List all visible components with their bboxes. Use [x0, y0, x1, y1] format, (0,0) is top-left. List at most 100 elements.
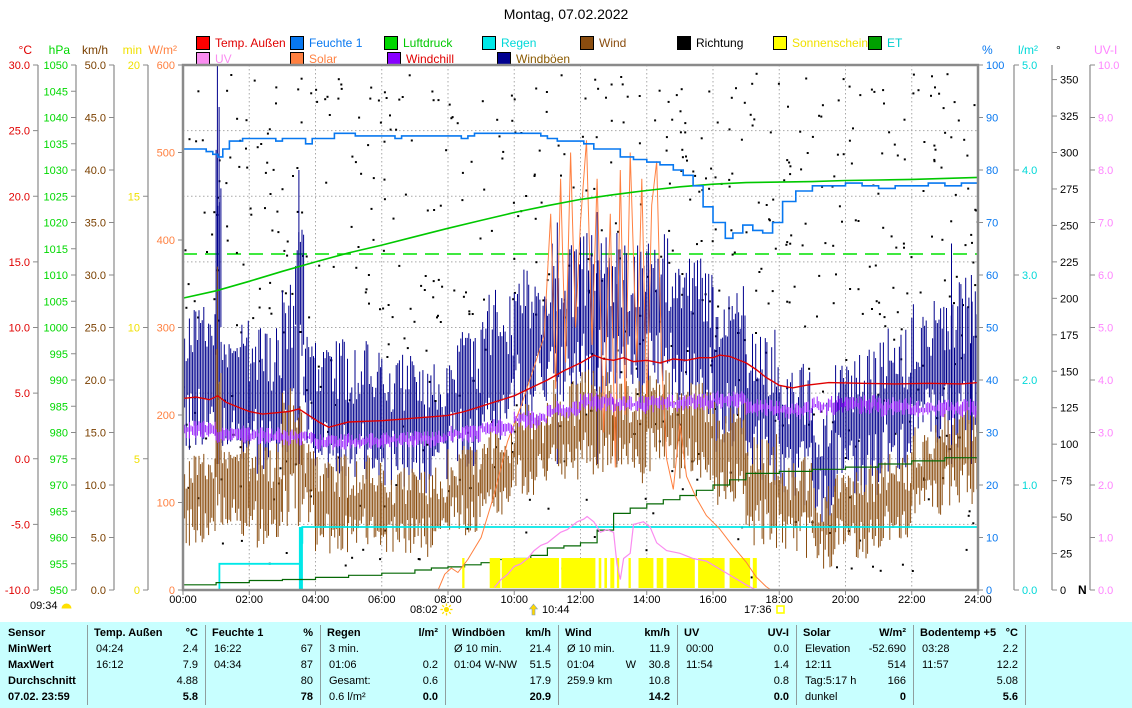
table-divider: [445, 625, 446, 705]
svg-text:960: 960: [50, 533, 68, 545]
table-cell-value: 5.8: [183, 691, 198, 703]
table-divider: [1025, 625, 1026, 705]
table-cell-value: 2.4: [183, 643, 198, 655]
svg-text:14:00: 14:00: [633, 594, 661, 606]
svg-text:200: 200: [157, 410, 175, 422]
svg-text:08:00: 08:00: [434, 594, 462, 606]
svg-text:100: 100: [1060, 439, 1078, 451]
axis-hPa: hPa9509559609659709759809859909951000100…: [44, 43, 76, 597]
svg-text:35.0: 35.0: [85, 218, 106, 230]
table-cell-value: 20.9: [530, 691, 551, 703]
table-cell-label: Ø 10 min.: [567, 643, 615, 655]
svg-text:7.0: 7.0: [1098, 218, 1113, 230]
svg-text:1035: 1035: [44, 139, 68, 151]
axis-W/m²: W/m²0100200300400500600: [148, 43, 183, 597]
svg-text:°C: °C: [19, 43, 33, 57]
svg-text:24:00: 24:00: [964, 594, 992, 606]
col-header-name: Solar: [803, 627, 831, 639]
axis-%: %0102030405060708090100: [978, 43, 1004, 597]
table-cell-label: 12:11: [805, 659, 832, 671]
table-cell-label: 0.6 l/m²: [329, 691, 366, 703]
svg-text:45.0: 45.0: [85, 113, 106, 125]
daily-stats-table: SensorMinWertMaxWertDurchschnitt07.02. 2…: [0, 622, 1132, 708]
weather-station-window: Montag, 07.02.2022 Temp. AußenFeuchte 1L…: [0, 0, 1132, 708]
table-divider: [558, 625, 559, 705]
svg-text:hPa: hPa: [49, 43, 71, 57]
axis-UV-I: UV-I0.01.02.03.04.05.06.07.08.09.010.0: [1090, 43, 1119, 597]
svg-text:l/m²: l/m²: [1018, 43, 1038, 57]
svg-text:22:00: 22:00: [898, 594, 926, 606]
table-cell-value: 67: [301, 643, 313, 655]
svg-text:150: 150: [1060, 366, 1078, 378]
col-header-name: Regen: [327, 627, 361, 639]
svg-text:16:00: 16:00: [699, 594, 727, 606]
svg-text:02:00: 02:00: [235, 594, 263, 606]
table-cell-value: 166: [888, 675, 906, 687]
table-cell-value: 4.88: [177, 675, 198, 687]
svg-text:30.0: 30.0: [9, 60, 30, 72]
table-cell-value: 5.6: [1003, 691, 1018, 703]
row-label-3: Durchschnitt: [8, 675, 76, 687]
svg-text:%: %: [982, 43, 993, 57]
table-cell-label: 11:54: [686, 659, 713, 671]
table-divider: [205, 625, 206, 705]
svg-text:125: 125: [1060, 403, 1078, 415]
svg-text:20: 20: [986, 480, 998, 492]
table-cell-value: 14.2: [649, 691, 670, 703]
svg-text:-10.0: -10.0: [5, 585, 30, 597]
table-cell-label: 16:22: [214, 643, 242, 655]
svg-text:50.0: 50.0: [85, 60, 106, 72]
svg-text:3.0: 3.0: [1098, 428, 1113, 440]
axis-°: °025507510012515017520022525027530032535…: [1052, 43, 1087, 597]
svg-text:975: 975: [50, 454, 68, 466]
table-cell-value: 5.08: [997, 675, 1018, 687]
col-header-name: Wind: [565, 627, 592, 639]
table-cell-label: Ø 10 min.: [454, 643, 502, 655]
svg-text:1010: 1010: [44, 270, 68, 282]
svg-text:980: 980: [50, 428, 68, 440]
svg-text:325: 325: [1060, 111, 1078, 123]
col-header-unit: °C: [186, 627, 198, 639]
svg-text:50: 50: [1060, 512, 1072, 524]
svg-text:-5.0: -5.0: [11, 519, 30, 531]
svg-text:100: 100: [157, 498, 175, 510]
svg-text:2.0: 2.0: [1098, 480, 1113, 492]
svg-text:3.0: 3.0: [1022, 270, 1037, 282]
svg-text:350: 350: [1060, 75, 1078, 87]
svg-text:30: 30: [986, 428, 998, 440]
table-cell-label: 259.9 km: [567, 675, 612, 687]
svg-text:200: 200: [1060, 293, 1078, 305]
svg-text:5: 5: [134, 454, 140, 466]
table-cell-label: Elevation: [805, 643, 850, 655]
svg-text:10.0: 10.0: [9, 323, 30, 335]
table-divider: [87, 625, 88, 705]
svg-text:175: 175: [1060, 330, 1078, 342]
col-header-name: Bodentemp +5: [920, 627, 996, 639]
table-cell-value: 514: [888, 659, 906, 671]
svg-text:15.0: 15.0: [85, 428, 106, 440]
axis-min: min05101520: [123, 43, 148, 597]
svg-text:225: 225: [1060, 257, 1078, 269]
col-header-unit: l/m²: [418, 627, 438, 639]
axis-°C: °C-10.0-5.00.05.010.015.020.025.030.0: [5, 43, 38, 597]
svg-text:1030: 1030: [44, 165, 68, 177]
table-cell-value: 17.9: [530, 675, 551, 687]
svg-text:600: 600: [157, 60, 175, 72]
svg-text:8.0: 8.0: [1098, 165, 1113, 177]
svg-text:5.0: 5.0: [15, 388, 30, 400]
svg-text:40.0: 40.0: [85, 165, 106, 177]
svg-text:50: 50: [986, 323, 998, 335]
svg-text:1040: 1040: [44, 113, 68, 125]
table-divider: [796, 625, 797, 705]
svg-text:°: °: [1056, 43, 1061, 57]
svg-text:00:00: 00:00: [169, 594, 197, 606]
col-header-unit: W/m²: [879, 627, 906, 639]
svg-text:20.0: 20.0: [85, 375, 106, 387]
svg-text:1045: 1045: [44, 86, 68, 98]
row-label-2: MaxWert: [8, 659, 54, 671]
col-header-name: Temp. Außen: [94, 627, 162, 639]
svg-text:25.0: 25.0: [85, 323, 106, 335]
col-header-name: Windböen: [452, 627, 505, 639]
svg-text:10: 10: [986, 533, 998, 545]
svg-text:0.0: 0.0: [15, 454, 30, 466]
